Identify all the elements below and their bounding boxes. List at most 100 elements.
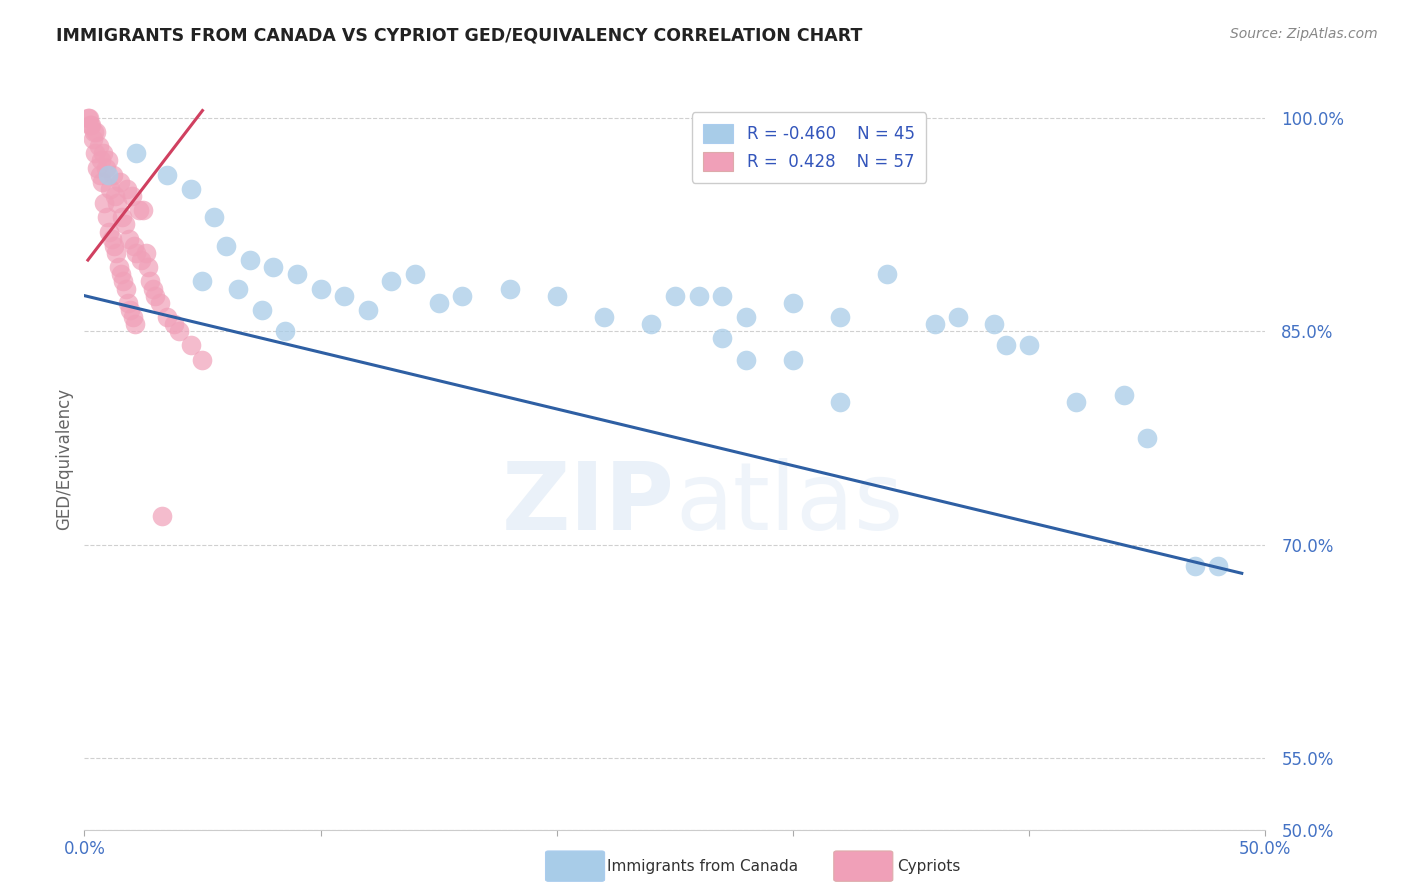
Point (135, 246, 157, 260)
Point (664, 288, 686, 302)
Point (132, 203, 155, 218)
Text: IMMIGRANTS FROM CANADA VS CYPRIOT GED/EQUIVALENCY CORRELATION CHART: IMMIGRANTS FROM CANADA VS CYPRIOT GED/EQ… (56, 27, 863, 45)
Point (112, 274, 135, 288)
Point (129, 253, 152, 268)
Text: ZIP: ZIP (502, 458, 675, 549)
Point (239, 253, 262, 268)
Point (124, 317, 146, 331)
Point (125, 246, 148, 260)
Point (191, 274, 214, 288)
Point (93, 196, 115, 211)
Point (142, 281, 165, 295)
Point (90, 153, 112, 168)
Point (1136, 431, 1159, 445)
Point (94, 161, 117, 175)
Point (156, 310, 179, 324)
Point (180, 338, 202, 352)
Point (115, 182, 138, 196)
Point (97, 168, 120, 182)
Point (711, 331, 734, 345)
Point (830, 395, 852, 409)
Point (128, 203, 150, 218)
Point (546, 288, 568, 302)
Point (262, 260, 284, 275)
Point (994, 338, 1017, 352)
Point (1206, 559, 1229, 574)
Point (114, 281, 136, 295)
Point (1066, 395, 1088, 409)
Point (97, 153, 120, 168)
Point (100, 232, 122, 246)
Point (593, 310, 616, 324)
Point (91, 175, 114, 189)
Point (121, 310, 143, 324)
Point (143, 288, 166, 302)
Point (111, 211, 134, 225)
Point (83, 125, 105, 139)
Point (77, 111, 100, 125)
Point (202, 211, 225, 225)
Point (105, 246, 128, 260)
Point (734, 310, 756, 324)
Point (640, 317, 662, 331)
Point (167, 324, 190, 338)
Point (924, 317, 946, 331)
Point (782, 352, 804, 367)
Point (80, 118, 103, 132)
Point (108, 175, 131, 189)
Point (125, 146, 148, 161)
Point (120, 302, 142, 317)
Text: Source: ZipAtlas.com: Source: ZipAtlas.com (1230, 27, 1378, 41)
Point (84, 146, 107, 161)
Point (782, 295, 804, 310)
Point (285, 268, 308, 282)
Point (117, 295, 139, 310)
Point (711, 288, 734, 302)
Point (333, 288, 356, 302)
Point (84, 125, 107, 139)
Text: Cypriots: Cypriots (897, 859, 960, 873)
Point (734, 352, 756, 367)
Point (156, 168, 179, 182)
Point (215, 239, 238, 253)
Point (830, 310, 852, 324)
Point (427, 295, 450, 310)
Point (451, 288, 474, 302)
Point (118, 232, 141, 246)
Point (107, 196, 129, 211)
Point (79, 118, 101, 132)
Point (688, 288, 710, 302)
Point (1184, 559, 1206, 574)
Point (82, 132, 104, 146)
Y-axis label: GED/Equivalency: GED/Equivalency (55, 388, 73, 531)
Point (121, 189, 143, 203)
Point (150, 509, 173, 524)
Point (1112, 388, 1135, 402)
Point (149, 295, 172, 310)
Text: Immigrants from Canada: Immigrants from Canada (607, 859, 799, 873)
Point (226, 281, 249, 295)
Point (876, 268, 898, 282)
Point (98, 225, 121, 239)
Point (983, 317, 1005, 331)
Point (136, 260, 159, 275)
Point (101, 168, 124, 182)
Point (87, 139, 110, 153)
Point (107, 260, 129, 275)
Point (98, 182, 121, 196)
Point (404, 268, 426, 282)
Point (103, 239, 125, 253)
Point (1018, 338, 1040, 352)
Point (110, 268, 132, 282)
Point (91, 146, 114, 161)
Point (380, 274, 402, 288)
Point (77, 111, 100, 125)
Point (163, 317, 186, 331)
Point (309, 281, 332, 295)
Point (96, 211, 118, 225)
Point (139, 274, 162, 288)
Point (114, 218, 136, 232)
Point (122, 239, 145, 253)
Point (180, 182, 202, 196)
Point (274, 324, 297, 338)
